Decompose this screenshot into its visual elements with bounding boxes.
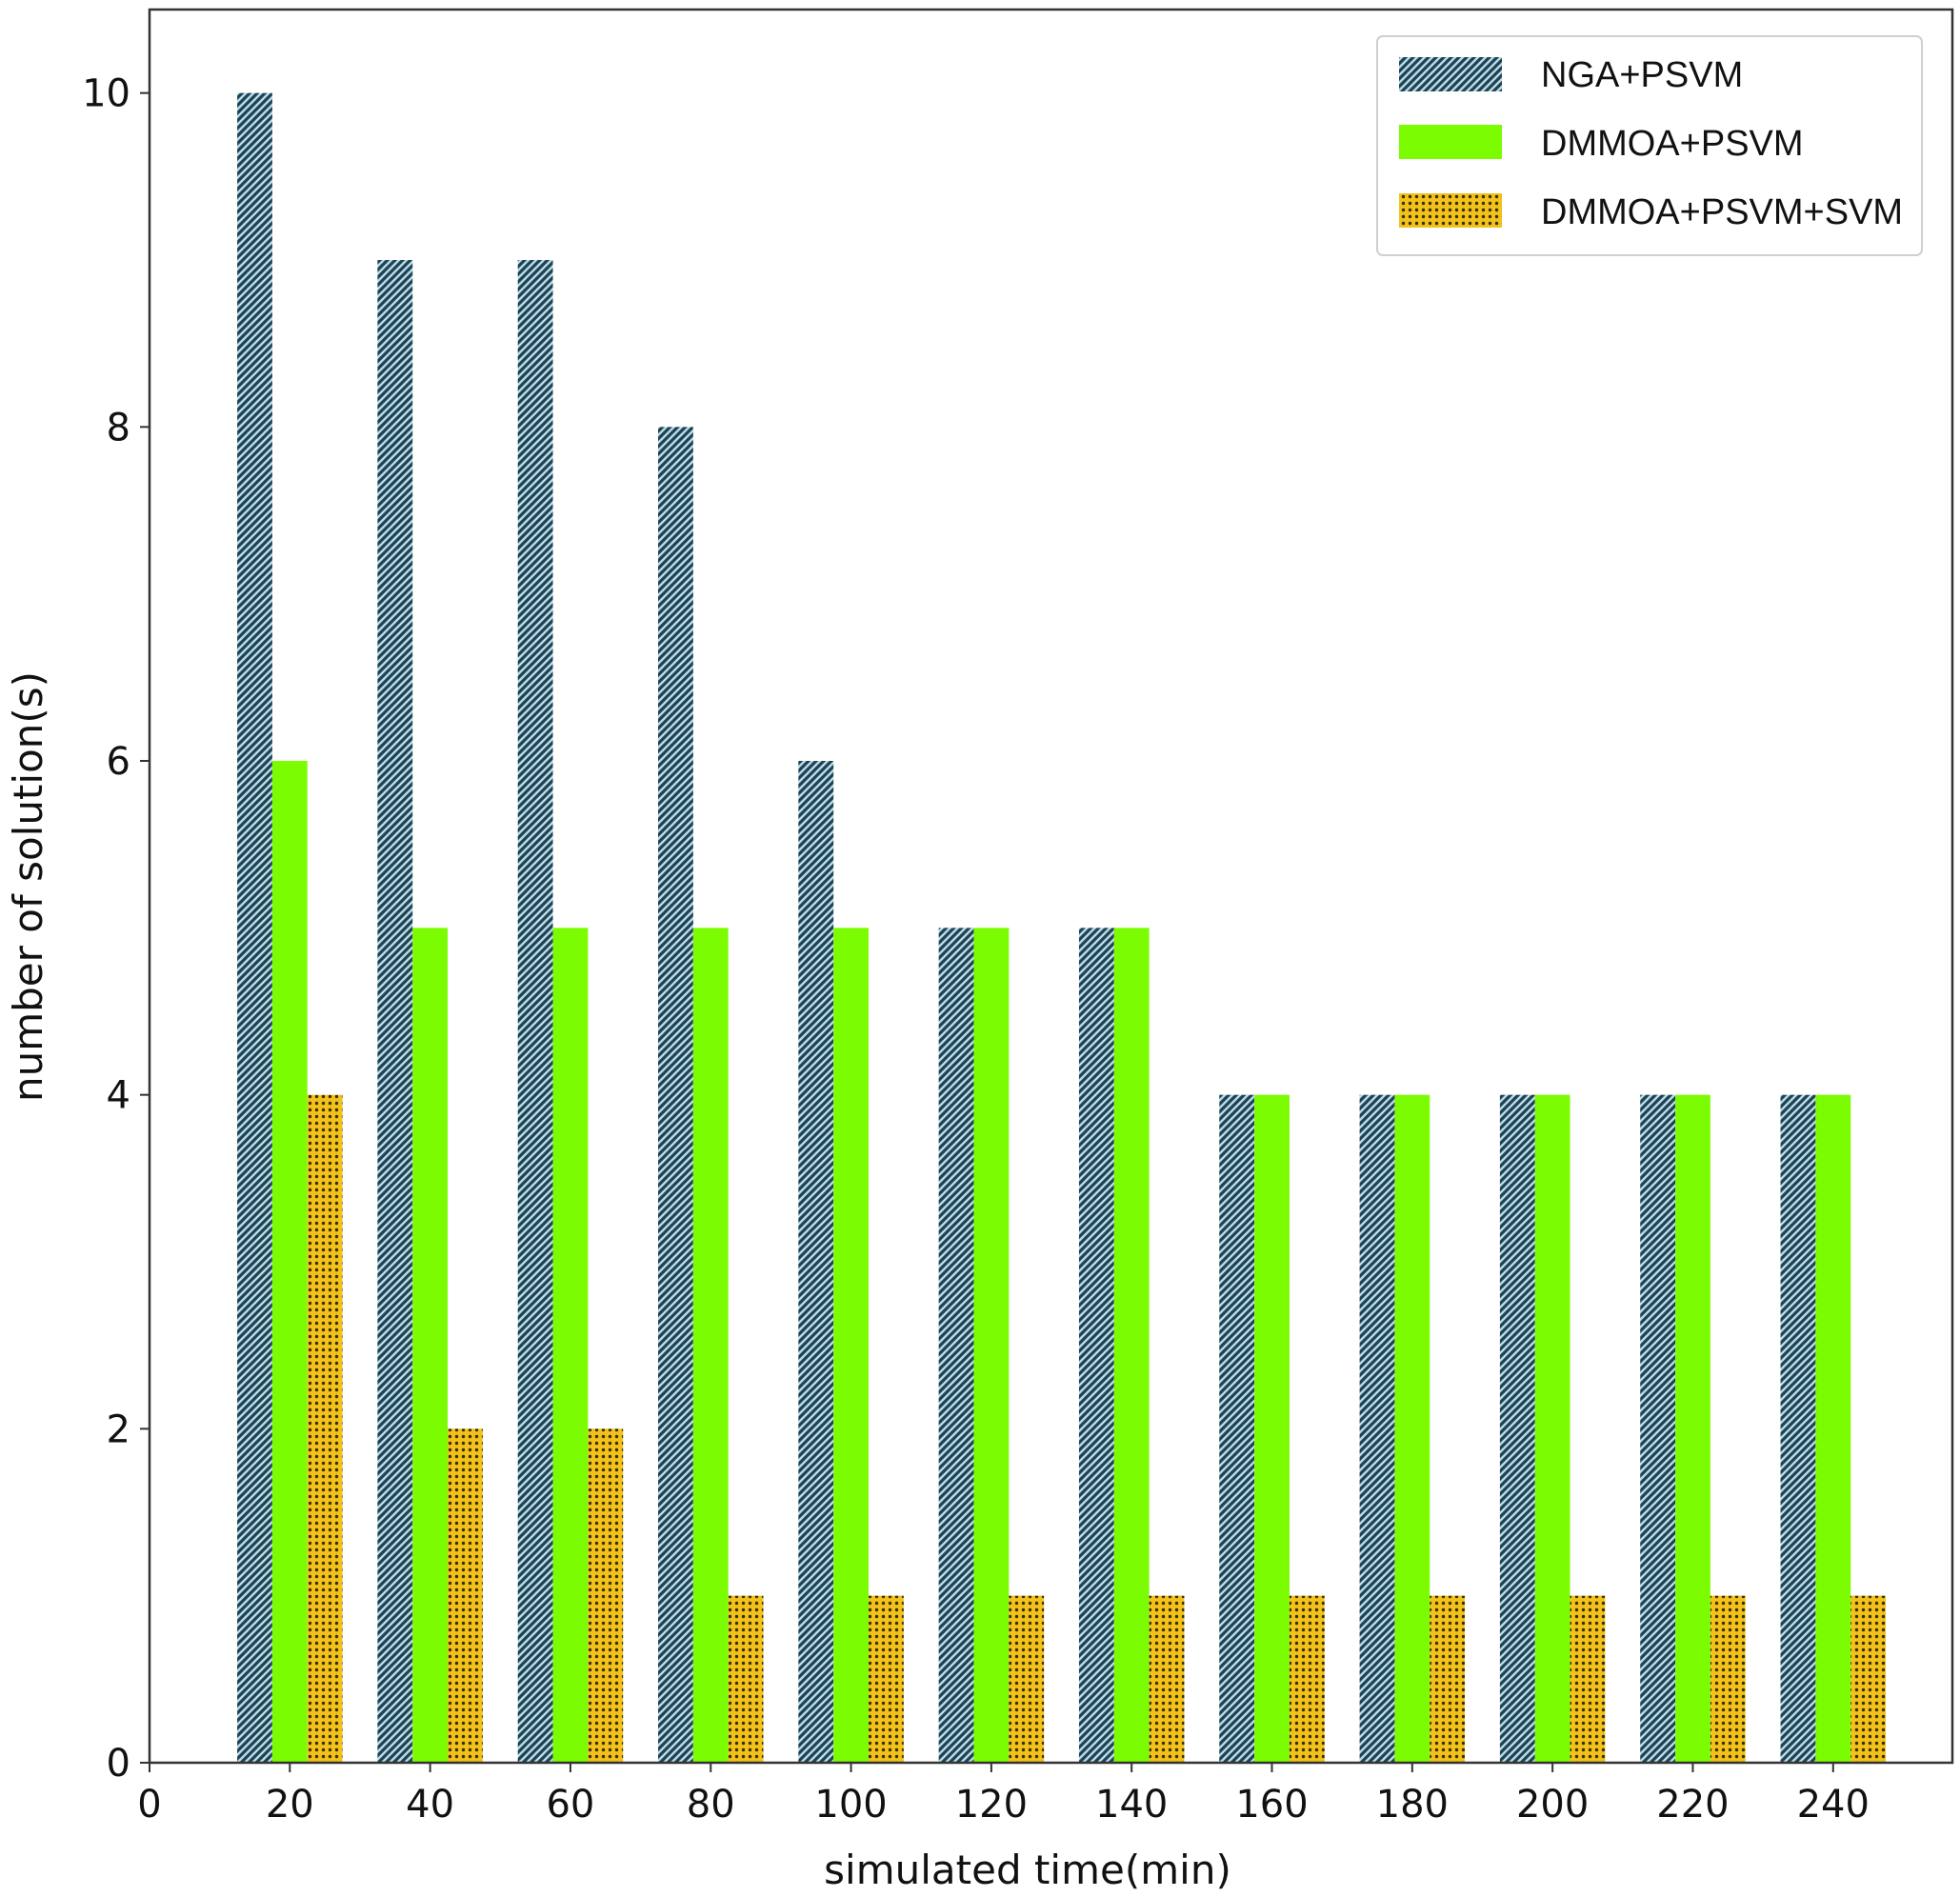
bar-dmmoa-psvm-200 [1534, 1094, 1570, 1763]
bar-nga-psvm-140 [1078, 928, 1114, 1763]
bar-nga-psvm-80 [658, 427, 693, 1763]
y-tick-label: 6 [107, 740, 130, 784]
x-axis: 0 20 40 60 80 100 120 140 160 180 200 220 240 [137, 1763, 1870, 1827]
bar-dmmoa-psvm-80 [692, 928, 729, 1763]
x-tick-label: 200 [1516, 1783, 1589, 1827]
bar-dmmoa-psvm-svm-120 [1009, 1595, 1045, 1763]
x-tick-label: 140 [1095, 1783, 1168, 1827]
bar-nga-psvm-20 [237, 92, 272, 1764]
x-tick-label: 160 [1235, 1783, 1308, 1827]
bar-dmmoa-psvm-120 [973, 928, 1010, 1763]
bar-dmmoa-psvm-svm-80 [728, 1595, 764, 1763]
legend-swatch-dmmoa-psvm [1399, 125, 1502, 159]
bar-dmmoa-psvm-svm-220 [1710, 1595, 1746, 1763]
legend-swatch-nga-psvm [1399, 57, 1502, 91]
x-tick-label: 240 [1797, 1783, 1870, 1827]
y-axis-title: number of solution(s) [5, 671, 51, 1102]
bar-dmmoa-psvm-svm-140 [1149, 1595, 1185, 1763]
bar-dmmoa-psvm-160 [1254, 1094, 1290, 1763]
x-tick-label: 100 [814, 1783, 887, 1827]
y-tick-label: 0 [107, 1742, 130, 1786]
legend-label-nga-psvm: NGA+PSVM [1541, 55, 1743, 95]
x-tick-label: 40 [406, 1783, 454, 1827]
bar-nga-psvm-220 [1640, 1094, 1676, 1763]
x-tick-label: 0 [137, 1783, 161, 1827]
bar-dmmoa-psvm-svm-180 [1430, 1595, 1466, 1763]
y-tick-label: 8 [107, 406, 130, 449]
bar-dmmoa-psvm-svm-20 [307, 1094, 343, 1763]
bar-dmmoa-psvm-100 [833, 928, 869, 1763]
legend-label-dmmoa-psvm: DMMOA+PSVM [1541, 124, 1804, 164]
x-tick-label: 80 [687, 1783, 735, 1827]
y-tick-label: 2 [107, 1408, 130, 1451]
x-axis-title: simulated time(min) [824, 1847, 1231, 1893]
bar-dmmoa-psvm-240 [1815, 1094, 1851, 1763]
bar-nga-psvm-180 [1359, 1094, 1395, 1763]
bar-dmmoa-psvm-60 [552, 928, 589, 1763]
x-tick-label: 220 [1656, 1783, 1729, 1827]
bar-dmmoa-psvm-svm-200 [1570, 1595, 1606, 1763]
bar-dmmoa-psvm-svm-240 [1850, 1595, 1887, 1763]
x-tick-label: 20 [266, 1783, 314, 1827]
y-axis: 0 2 4 6 8 10 [82, 72, 150, 1786]
bar-dmmoa-psvm-svm-100 [868, 1595, 904, 1763]
bar-nga-psvm-100 [798, 761, 834, 1763]
bar-dmmoa-psvm-svm-60 [588, 1428, 624, 1763]
bar-nga-psvm-40 [377, 260, 413, 1763]
bar-dmmoa-psvm-220 [1675, 1094, 1710, 1763]
bar-dmmoa-psvm-140 [1113, 928, 1150, 1763]
bar-dmmoa-psvm-svm-160 [1289, 1595, 1325, 1763]
legend-frame [1376, 35, 1923, 256]
bar-dmmoa-psvm-svm-40 [448, 1428, 483, 1763]
bar-nga-psvm-240 [1780, 1094, 1816, 1763]
bar-dmmoa-psvm-20 [271, 761, 308, 1763]
y-tick-label: 4 [107, 1074, 130, 1118]
x-tick-label: 180 [1376, 1783, 1449, 1827]
legend-label-dmmoa-psvm-svm: DMMOA+PSVM+SVM [1541, 192, 1903, 232]
bar-nga-psvm-120 [938, 928, 974, 1763]
plot-frame [148, 8, 1954, 1765]
bar-dmmoa-psvm-180 [1394, 1094, 1430, 1763]
bar-nga-psvm-200 [1499, 1094, 1535, 1763]
legend: NGA+PSVM DMMOA+PSVM DMMOA+PSVM+SVM [1376, 35, 1923, 256]
y-tick-label: 10 [82, 72, 130, 116]
bar-dmmoa-psvm-40 [412, 928, 449, 1763]
legend-swatch-dmmoa-psvm-svm [1399, 193, 1502, 228]
bars-layer [237, 92, 1887, 1764]
x-tick-label: 120 [955, 1783, 1028, 1827]
bar-nga-psvm-160 [1219, 1094, 1255, 1763]
x-tick-label: 60 [546, 1783, 594, 1827]
bar-nga-psvm-60 [517, 260, 553, 1763]
